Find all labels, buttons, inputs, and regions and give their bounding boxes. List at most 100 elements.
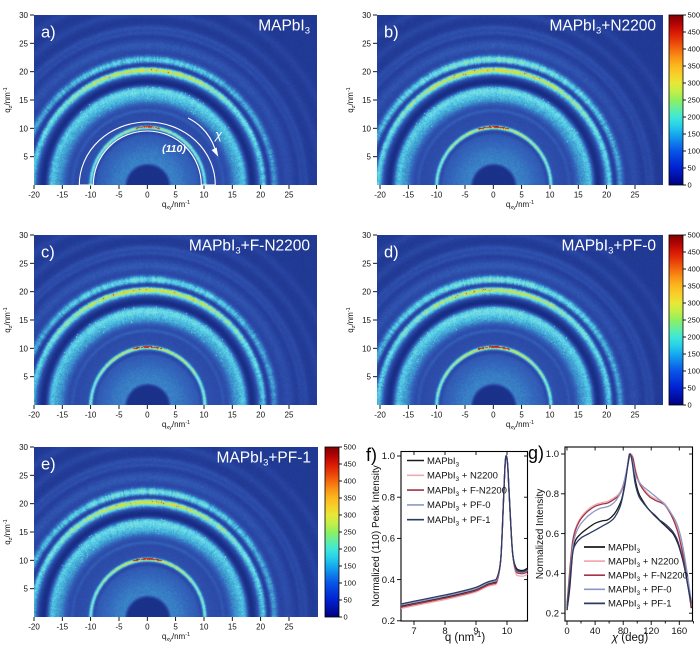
svg-text:MAPbI3+PF-0: MAPbI3+PF-0 bbox=[562, 238, 657, 257]
svg-text:25: 25 bbox=[362, 39, 371, 48]
svg-text:20: 20 bbox=[362, 68, 371, 77]
svg-text:150: 150 bbox=[688, 350, 700, 359]
svg-text:150: 150 bbox=[344, 562, 357, 571]
svg-text:MAPbI3 + F-N2200: MAPbI3 + F-N2200 bbox=[608, 571, 688, 584]
svg-text:50: 50 bbox=[344, 596, 352, 605]
svg-text:150: 150 bbox=[688, 130, 700, 139]
svg-text:0.2: 0.2 bbox=[382, 616, 395, 627]
svg-text:MAPbI3 + N2200: MAPbI3 + N2200 bbox=[427, 471, 498, 484]
svg-text:χ (deg): χ (deg) bbox=[611, 632, 648, 644]
svg-text:25: 25 bbox=[19, 471, 28, 480]
svg-text:MAPbI3: MAPbI3 bbox=[258, 18, 310, 37]
svg-text:30: 30 bbox=[19, 231, 28, 240]
svg-text:350: 350 bbox=[344, 494, 357, 503]
svg-text:5: 5 bbox=[24, 373, 29, 382]
svg-text:qz/nm-1: qz/nm-1 bbox=[3, 87, 14, 112]
svg-text:-20: -20 bbox=[374, 191, 386, 200]
svg-text:Normalized (110) Peak Intensit: Normalized (110) Peak Intensity bbox=[371, 465, 382, 607]
svg-text:40: 40 bbox=[590, 626, 601, 637]
svg-text:0.4: 0.4 bbox=[382, 575, 395, 586]
svg-text:25: 25 bbox=[631, 411, 640, 420]
svg-text:5: 5 bbox=[367, 153, 372, 162]
svg-text:25: 25 bbox=[285, 411, 294, 420]
svg-text:20: 20 bbox=[602, 191, 611, 200]
svg-text:qxy/nm-1: qxy/nm-1 bbox=[162, 632, 190, 643]
svg-text:-15: -15 bbox=[57, 623, 69, 632]
svg-text:qxy/nm-1: qxy/nm-1 bbox=[162, 420, 190, 431]
svg-text:0.8: 0.8 bbox=[546, 489, 559, 500]
svg-text:30: 30 bbox=[19, 11, 28, 20]
svg-text:-15: -15 bbox=[403, 411, 415, 420]
svg-text:25: 25 bbox=[19, 39, 28, 48]
svg-text:80: 80 bbox=[618, 626, 629, 637]
svg-text:250: 250 bbox=[688, 96, 700, 105]
svg-text:25: 25 bbox=[285, 191, 294, 200]
svg-text:10: 10 bbox=[502, 626, 513, 637]
svg-text:8: 8 bbox=[442, 626, 447, 637]
svg-text:-5: -5 bbox=[115, 411, 123, 420]
svg-text:400: 400 bbox=[688, 265, 700, 274]
svg-text:20: 20 bbox=[19, 68, 28, 77]
svg-text:120: 120 bbox=[643, 626, 659, 637]
svg-text:MAPbI3+PF-1: MAPbI3+PF-1 bbox=[217, 450, 311, 469]
svg-text:MAPbI3: MAPbI3 bbox=[608, 542, 641, 555]
svg-text:25: 25 bbox=[631, 191, 640, 200]
svg-text:MAPbI3 + PF-0: MAPbI3 + PF-0 bbox=[427, 500, 491, 513]
svg-text:-10: -10 bbox=[85, 623, 97, 632]
svg-text:15: 15 bbox=[19, 528, 28, 537]
svg-text:0.2: 0.2 bbox=[546, 608, 559, 619]
svg-text:5: 5 bbox=[519, 191, 524, 200]
svg-text:MAPbI3: MAPbI3 bbox=[427, 456, 460, 469]
svg-text:-20: -20 bbox=[28, 623, 40, 632]
svg-text:5: 5 bbox=[24, 585, 29, 594]
svg-text:MAPbI3 + PF-1: MAPbI3 + PF-1 bbox=[608, 599, 672, 612]
svg-text:-5: -5 bbox=[115, 191, 123, 200]
svg-text:5: 5 bbox=[173, 623, 178, 632]
svg-text:10: 10 bbox=[546, 191, 555, 200]
svg-text:15: 15 bbox=[574, 411, 583, 420]
svg-text:(110): (110) bbox=[162, 143, 186, 155]
svg-text:a): a) bbox=[41, 24, 56, 42]
svg-text:0: 0 bbox=[688, 181, 692, 190]
svg-text:qz/nm-1: qz/nm-1 bbox=[346, 307, 357, 332]
svg-text:MAPbI3+N2200: MAPbI3+N2200 bbox=[549, 18, 656, 37]
svg-text:χ: χ bbox=[214, 127, 223, 142]
svg-text:300: 300 bbox=[344, 511, 357, 520]
svg-text:20: 20 bbox=[19, 500, 28, 509]
svg-text:0: 0 bbox=[344, 613, 348, 622]
svg-text:15: 15 bbox=[228, 623, 237, 632]
svg-text:0.6: 0.6 bbox=[546, 529, 559, 540]
svg-text:qz/nm-1: qz/nm-1 bbox=[3, 307, 14, 332]
svg-text:f): f) bbox=[366, 445, 377, 465]
svg-text:-15: -15 bbox=[57, 411, 69, 420]
svg-text:450: 450 bbox=[688, 248, 700, 257]
svg-text:-10: -10 bbox=[431, 411, 443, 420]
svg-text:30: 30 bbox=[19, 443, 28, 452]
svg-text:0: 0 bbox=[564, 626, 569, 637]
svg-text:-5: -5 bbox=[115, 623, 123, 632]
svg-text:200: 200 bbox=[344, 545, 357, 554]
svg-text:MAPbI3 + PF-0: MAPbI3 + PF-0 bbox=[608, 585, 672, 598]
svg-text:20: 20 bbox=[256, 623, 265, 632]
svg-text:0: 0 bbox=[145, 411, 150, 420]
svg-text:350: 350 bbox=[688, 282, 700, 291]
svg-text:200: 200 bbox=[688, 333, 700, 342]
svg-text:160: 160 bbox=[671, 626, 687, 637]
svg-text:7: 7 bbox=[411, 626, 416, 637]
svg-text:9: 9 bbox=[473, 626, 478, 637]
svg-text:0.8: 0.8 bbox=[382, 492, 395, 503]
svg-text:50: 50 bbox=[688, 384, 696, 393]
svg-text:15: 15 bbox=[19, 316, 28, 325]
svg-text:0: 0 bbox=[145, 191, 150, 200]
svg-text:0.6: 0.6 bbox=[382, 534, 395, 545]
svg-text:30: 30 bbox=[362, 231, 371, 240]
svg-text:500: 500 bbox=[688, 11, 700, 20]
svg-text:-20: -20 bbox=[28, 411, 40, 420]
svg-text:5: 5 bbox=[519, 411, 524, 420]
svg-text:400: 400 bbox=[344, 477, 357, 486]
svg-text:50: 50 bbox=[688, 164, 696, 173]
svg-text:450: 450 bbox=[688, 28, 700, 37]
svg-text:500: 500 bbox=[688, 231, 700, 240]
svg-text:-10: -10 bbox=[431, 191, 443, 200]
svg-text:10: 10 bbox=[200, 623, 209, 632]
